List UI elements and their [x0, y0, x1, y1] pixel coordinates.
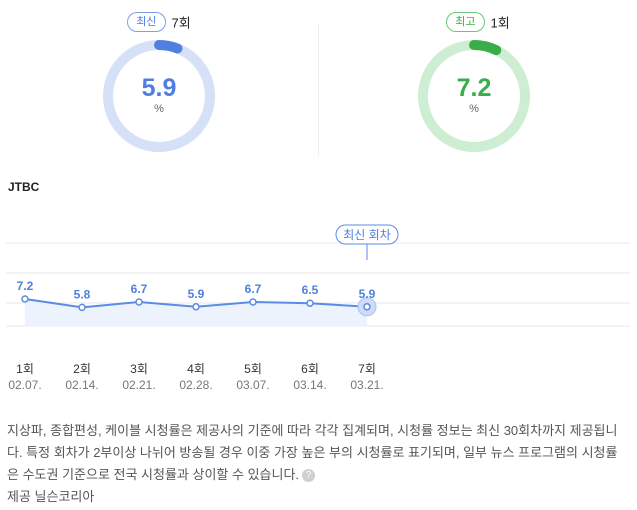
x-tick-episode-3: 3회	[130, 362, 148, 376]
callout-box	[335, 224, 399, 245]
x-tick-episode-4: 4회	[187, 362, 205, 376]
data-point-7	[363, 303, 371, 311]
highest-rating-panel: 최고 1회 7.2 %	[319, 8, 637, 168]
footnote-text: 지상파, 종합편성, 케이블 시청률은 제공사의 기준에 따라 각각 집계되며,…	[7, 423, 618, 482]
x-tick-date-2: 02.14.	[65, 378, 98, 392]
data-label-5: 6.7	[245, 282, 262, 296]
highest-donut-arc	[418, 40, 530, 152]
x-tick-date-6: 03.14.	[293, 378, 326, 392]
x-tick-date-1: 02.07.	[8, 378, 41, 392]
x-tick-date-7: 03.21.	[350, 378, 383, 392]
latest-donut-ring	[103, 40, 215, 152]
data-point-6	[306, 299, 314, 307]
data-point-3	[135, 298, 143, 306]
help-icon[interactable]: ?	[302, 469, 316, 483]
x-tick-date-3: 02.21.	[122, 378, 155, 392]
data-label-2: 5.8	[74, 287, 91, 301]
panel-divider	[318, 24, 319, 156]
highest-rating-value: 7.2	[456, 74, 492, 102]
x-tick-date-4: 02.28.	[179, 378, 212, 392]
footnote: 지상파, 종합편성, 케이블 시청률은 제공사의 기준에 따라 각각 집계되며,…	[7, 420, 629, 486]
highest-rating-unit: %	[469, 103, 479, 115]
x-tick-episode-6: 6회	[301, 362, 319, 376]
data-label-1: 7.2	[17, 279, 34, 293]
data-label-3: 6.7	[131, 282, 148, 296]
latest-rating-unit: %	[154, 103, 164, 115]
highest-badge: 최고	[446, 12, 485, 32]
data-point-2	[78, 303, 86, 312]
highest-episode-count: 1회	[490, 15, 510, 31]
data-point-5	[249, 298, 257, 306]
highest-badge-row: 최고 1회	[319, 12, 637, 32]
latest-donut-arc	[103, 40, 215, 152]
highest-donut: 7.2 %	[416, 38, 532, 154]
ratings-line-chart: 최신 회차 7.2 1회 02.07. 5.8 2회 02.14. 6.7 3회 02.21. 5.…	[6, 224, 630, 392]
channel-name: JTBC	[8, 180, 40, 194]
data-label-6: 6.5	[302, 283, 319, 297]
latest-badge-row: 최신 7회	[0, 12, 318, 32]
latest-episode-count: 7회	[171, 15, 191, 31]
latest-rating-value: 5.9	[141, 74, 177, 102]
data-label-7: 5.9	[359, 287, 376, 301]
series-area	[25, 299, 367, 326]
latest-donut: 5.9 %	[101, 38, 217, 154]
latest-rating-panel: 최신 7회 5.9 %	[0, 8, 318, 168]
data-point-1	[21, 295, 29, 303]
data-provider: 제공 닐슨코리아	[7, 489, 95, 504]
x-tick-episode-1: 1회	[16, 362, 34, 376]
x-tick-date-5: 03.07.	[236, 378, 269, 392]
latest-badge: 최신	[127, 12, 166, 32]
x-tick-episode-7: 7회	[358, 362, 376, 376]
callout-label: 최신 회차	[343, 228, 391, 242]
x-tick-episode-5: 5회	[244, 362, 262, 376]
x-tick-episode-2: 2회	[73, 362, 91, 376]
data-label-4: 5.9	[188, 287, 205, 301]
data-point-4	[192, 303, 200, 311]
highest-donut-ring	[418, 40, 530, 152]
